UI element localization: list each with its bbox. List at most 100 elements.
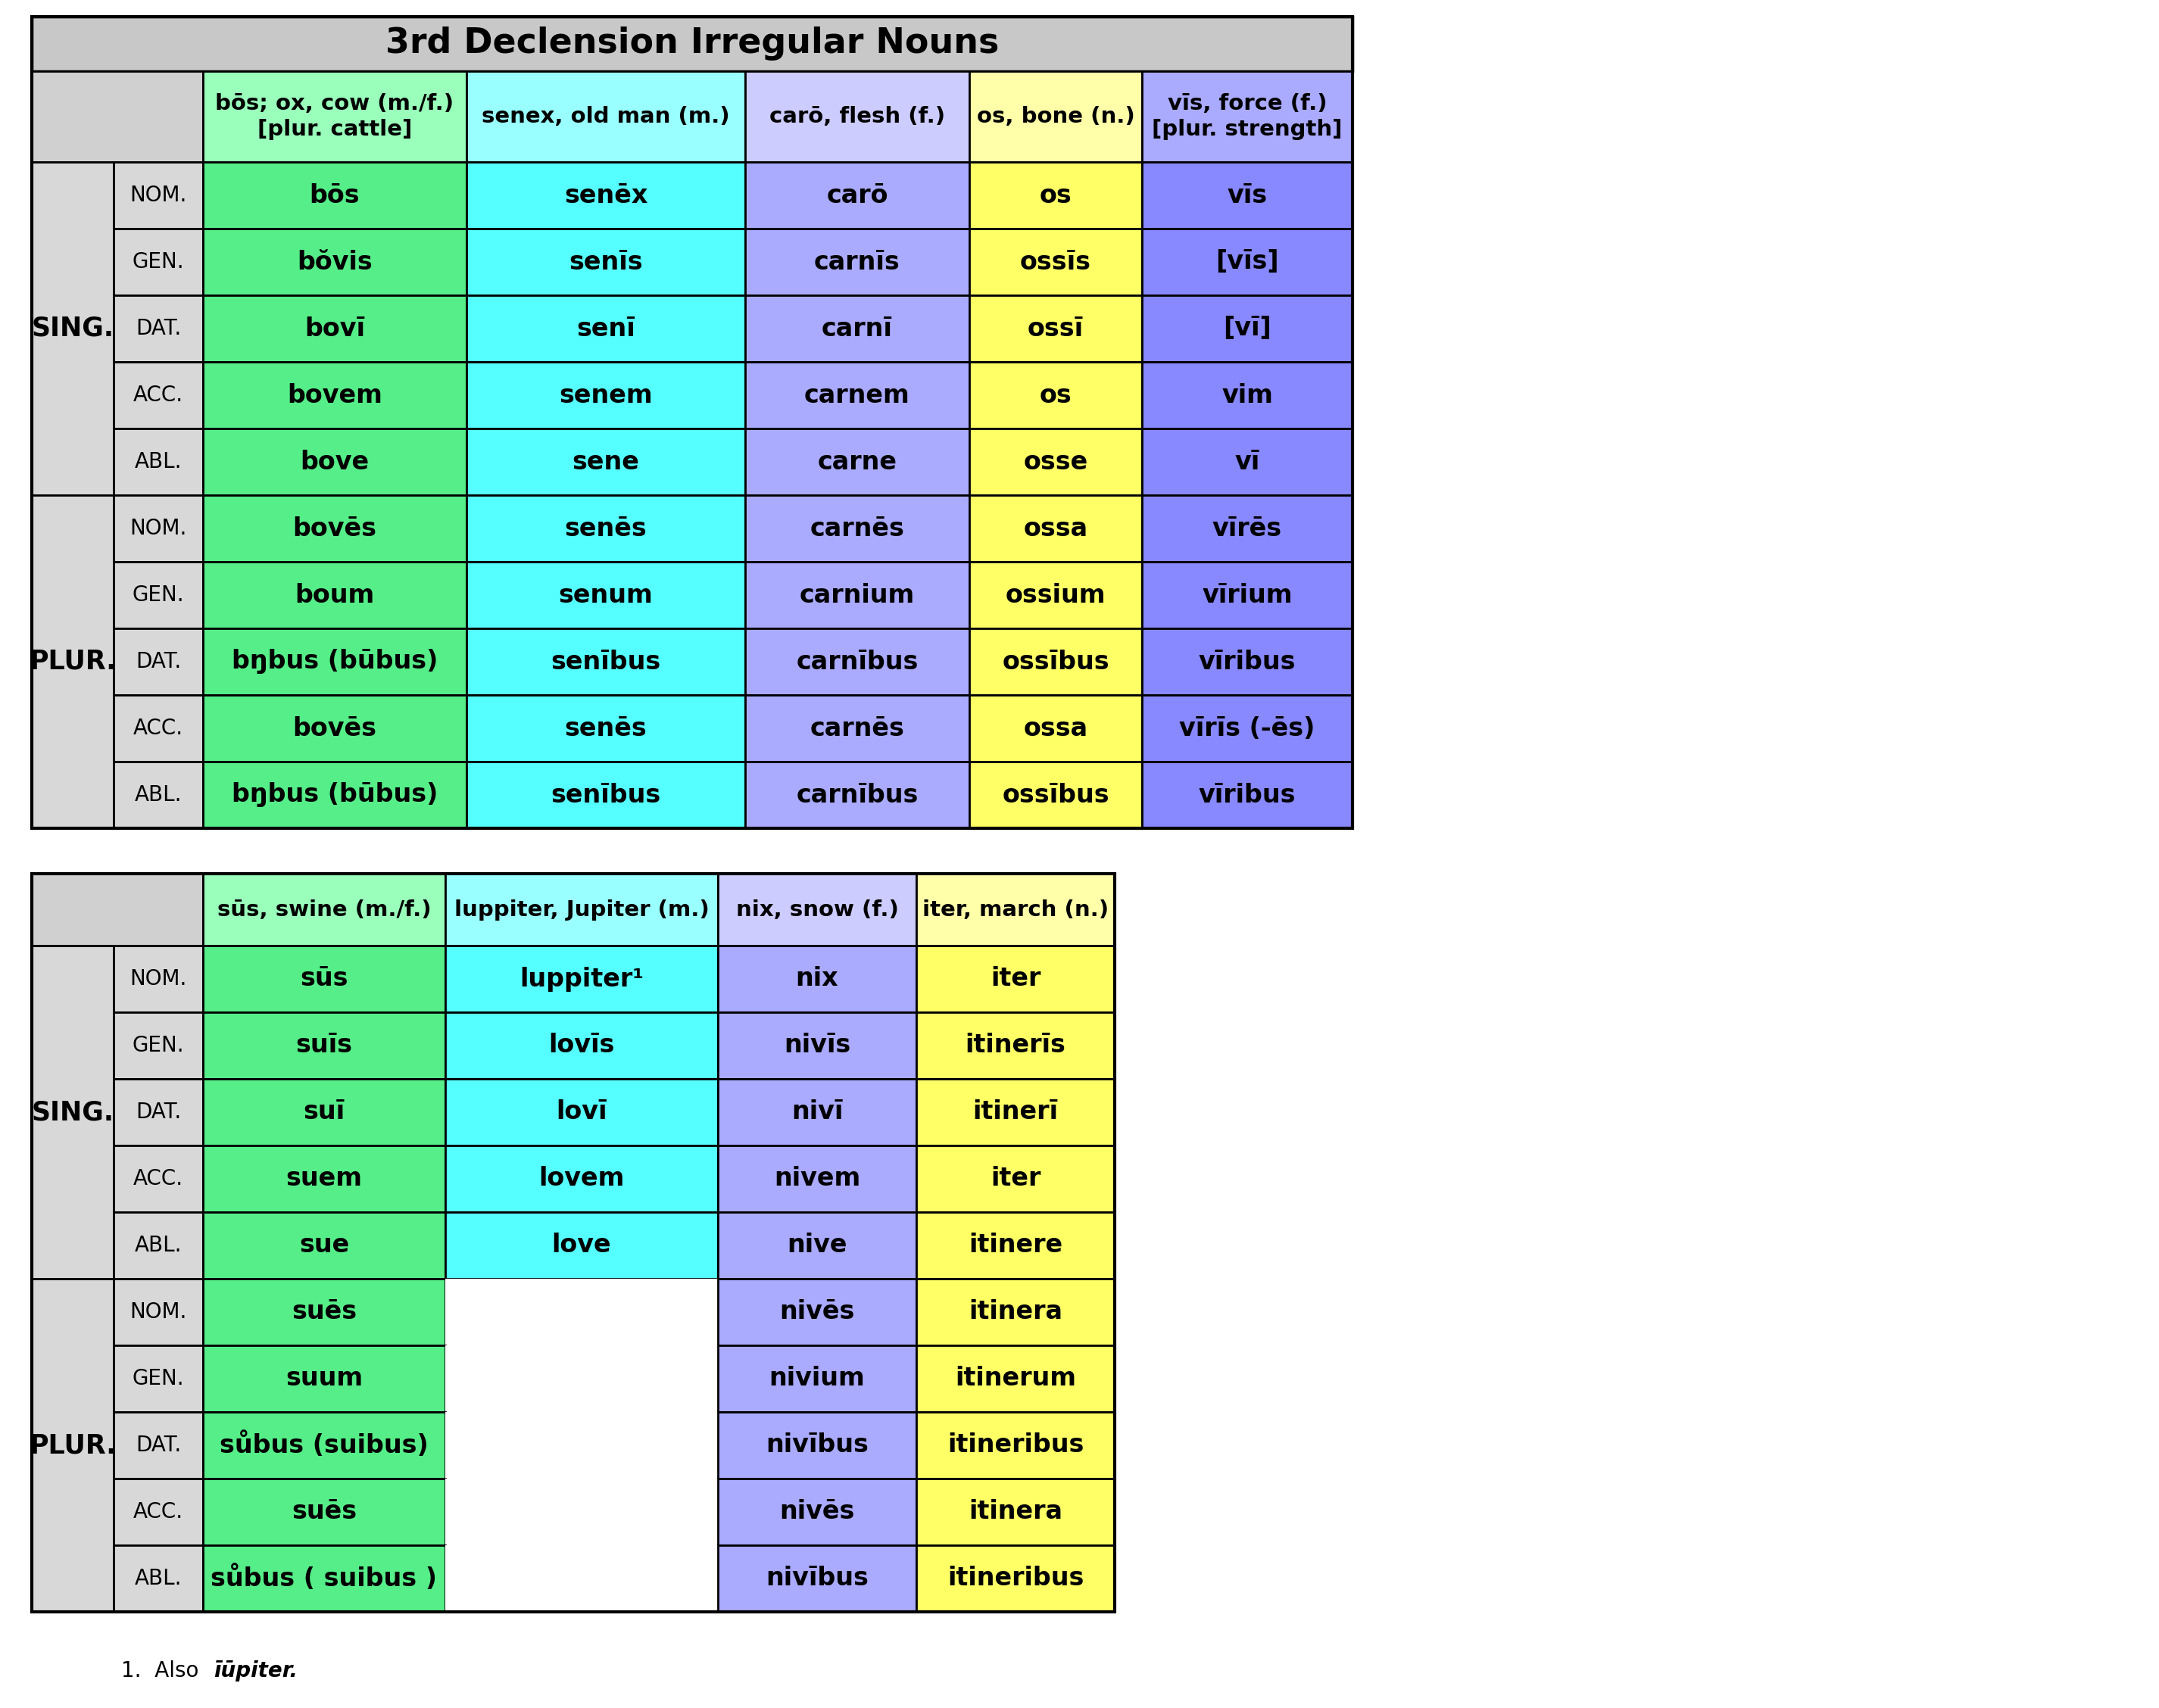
Text: sue: sue <box>300 1233 350 1257</box>
Bar <box>969 229 1142 295</box>
Text: senēs: senēs <box>566 716 648 741</box>
Text: lovem: lovem <box>538 1167 624 1190</box>
Text: luppiter, Jupiter (m.): luppiter, Jupiter (m.) <box>453 898 708 921</box>
Text: nivium: nivium <box>769 1366 866 1390</box>
Bar <box>466 72 745 162</box>
Bar <box>466 762 745 828</box>
Text: GEN.: GEN. <box>132 251 184 273</box>
Bar <box>203 695 466 762</box>
Text: boum: boum <box>296 582 374 608</box>
Bar <box>445 946 719 1013</box>
Bar <box>445 1413 719 1479</box>
Text: itinere: itinere <box>969 1233 1062 1257</box>
Bar <box>969 495 1142 562</box>
Text: [vīs]: [vīs] <box>1216 249 1278 275</box>
Text: nivī: nivī <box>790 1100 842 1124</box>
Text: SING.: SING. <box>32 316 114 342</box>
Text: bovem: bovem <box>287 383 382 408</box>
Bar <box>466 495 745 562</box>
Bar <box>445 874 719 946</box>
Bar <box>969 295 1142 362</box>
Bar <box>969 162 1142 229</box>
Text: nivībus: nivībus <box>766 1566 868 1592</box>
Bar <box>32 72 203 162</box>
Text: ossībus: ossībus <box>1002 649 1110 675</box>
Text: carnībus: carnībus <box>797 782 918 808</box>
Text: ABL.: ABL. <box>134 784 181 806</box>
Bar <box>203 1079 445 1146</box>
Bar <box>915 946 1114 1013</box>
Bar <box>445 1479 719 1546</box>
Bar <box>969 72 1142 162</box>
Text: nivīs: nivīs <box>784 1033 851 1057</box>
Bar <box>114 295 203 362</box>
Text: carne: carne <box>818 449 896 475</box>
Bar <box>745 362 969 429</box>
Text: sůbus ( suibus ): sůbus ( suibus ) <box>212 1565 438 1592</box>
Bar <box>114 1346 203 1413</box>
Bar <box>915 1546 1114 1612</box>
Bar <box>114 1479 203 1546</box>
Bar <box>114 946 203 1013</box>
Bar <box>719 1479 915 1546</box>
Text: ABL.: ABL. <box>134 451 181 473</box>
Bar <box>203 1013 445 1079</box>
Bar <box>32 17 1352 72</box>
Bar <box>203 295 466 362</box>
Text: carnī: carnī <box>823 316 894 342</box>
Bar <box>203 562 466 629</box>
Text: sůbus (suibus): sůbus (suibus) <box>220 1431 427 1459</box>
Bar <box>445 1079 719 1146</box>
Bar <box>1142 229 1352 295</box>
Bar <box>32 1279 114 1612</box>
Bar <box>466 162 745 229</box>
Text: senībus: senībus <box>551 782 661 808</box>
Bar <box>969 362 1142 429</box>
Text: iter: iter <box>991 967 1041 991</box>
Bar <box>915 1413 1114 1479</box>
Text: carnēs: carnēs <box>810 516 905 541</box>
Bar <box>445 1346 719 1413</box>
Text: vī: vī <box>1235 449 1261 475</box>
Text: suum: suum <box>285 1366 363 1390</box>
Text: bōs: bōs <box>309 183 361 208</box>
Text: bōs; ox, cow (m./f.)
[plur. cattle]: bōs; ox, cow (m./f.) [plur. cattle] <box>216 92 453 140</box>
Bar <box>466 295 745 362</box>
Bar <box>1142 72 1352 162</box>
Bar <box>915 1146 1114 1213</box>
Bar <box>114 762 203 828</box>
Bar <box>445 1546 719 1612</box>
Text: carō, flesh (f.): carō, flesh (f.) <box>769 106 946 126</box>
Bar <box>719 1213 915 1279</box>
Bar <box>969 562 1142 629</box>
Text: itinerī: itinerī <box>974 1100 1058 1124</box>
Bar <box>719 1546 915 1612</box>
Bar <box>203 429 466 495</box>
Bar <box>719 1279 915 1346</box>
Bar <box>1142 762 1352 828</box>
Bar <box>969 762 1142 828</box>
Bar <box>203 762 466 828</box>
Text: iter, march (n.): iter, march (n.) <box>922 898 1110 921</box>
Bar <box>466 429 745 495</box>
Text: PLUR.: PLUR. <box>28 649 117 675</box>
Text: vīs: vīs <box>1226 183 1267 208</box>
Bar <box>745 72 969 162</box>
Bar <box>1142 162 1352 229</box>
Text: ossium: ossium <box>1006 582 1105 608</box>
Text: carnium: carnium <box>799 582 915 608</box>
Bar <box>1142 429 1352 495</box>
Text: vīs, force (f.)
[plur. strength]: vīs, force (f.) [plur. strength] <box>1153 92 1343 140</box>
Bar <box>114 1146 203 1213</box>
Text: vim: vim <box>1222 383 1274 408</box>
Bar <box>445 1146 719 1213</box>
Bar <box>1142 629 1352 695</box>
Text: ossīs: ossīs <box>1019 249 1090 275</box>
Text: ossa: ossa <box>1023 716 1088 741</box>
Bar <box>203 1279 445 1346</box>
Text: vīribus: vīribus <box>1198 782 1295 808</box>
Text: nivem: nivem <box>773 1167 861 1190</box>
Bar <box>114 162 203 229</box>
Bar <box>114 1413 203 1479</box>
Bar <box>915 1213 1114 1279</box>
